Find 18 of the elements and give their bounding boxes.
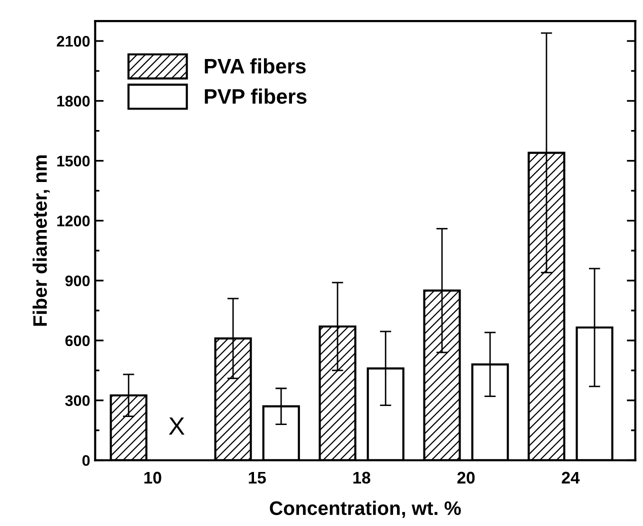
- x-tick-label: 24: [562, 472, 580, 484]
- x-tick-label: 18: [353, 472, 370, 484]
- legend-label: PVP fibers: [204, 88, 306, 104]
- y-tick-label: 1800: [57, 96, 90, 107]
- y-tick-label: 1500: [57, 156, 90, 166]
- x-tick-label: 15: [248, 472, 266, 484]
- x-axis-title: Concentration, wt. %: [270, 500, 461, 518]
- x-tick-label: 20: [457, 472, 475, 484]
- y-tick-label: 2100: [56, 36, 90, 47]
- y-tick-label: 300: [65, 395, 90, 406]
- annotation: X: [168, 417, 184, 435]
- x-tick-label: 10: [144, 472, 162, 484]
- y-tick-label: 1200: [57, 216, 90, 226]
- y-axis-title: Fiber diameter, nm: [32, 155, 50, 326]
- y-tick-label: 600: [65, 335, 90, 346]
- y-tick-label: 0: [82, 455, 90, 466]
- legend-label: PVA fibers: [204, 58, 306, 74]
- y-tick-label: 900: [65, 275, 90, 286]
